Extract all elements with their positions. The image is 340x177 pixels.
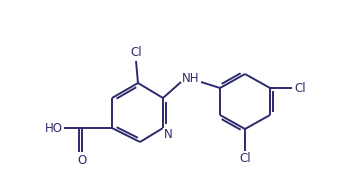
Text: O: O — [78, 153, 87, 167]
Text: Cl: Cl — [130, 47, 142, 59]
Text: HO: HO — [45, 121, 63, 135]
Text: NH: NH — [182, 72, 200, 84]
Text: Cl: Cl — [294, 81, 306, 95]
Text: N: N — [164, 129, 172, 141]
Text: Cl: Cl — [239, 153, 251, 165]
